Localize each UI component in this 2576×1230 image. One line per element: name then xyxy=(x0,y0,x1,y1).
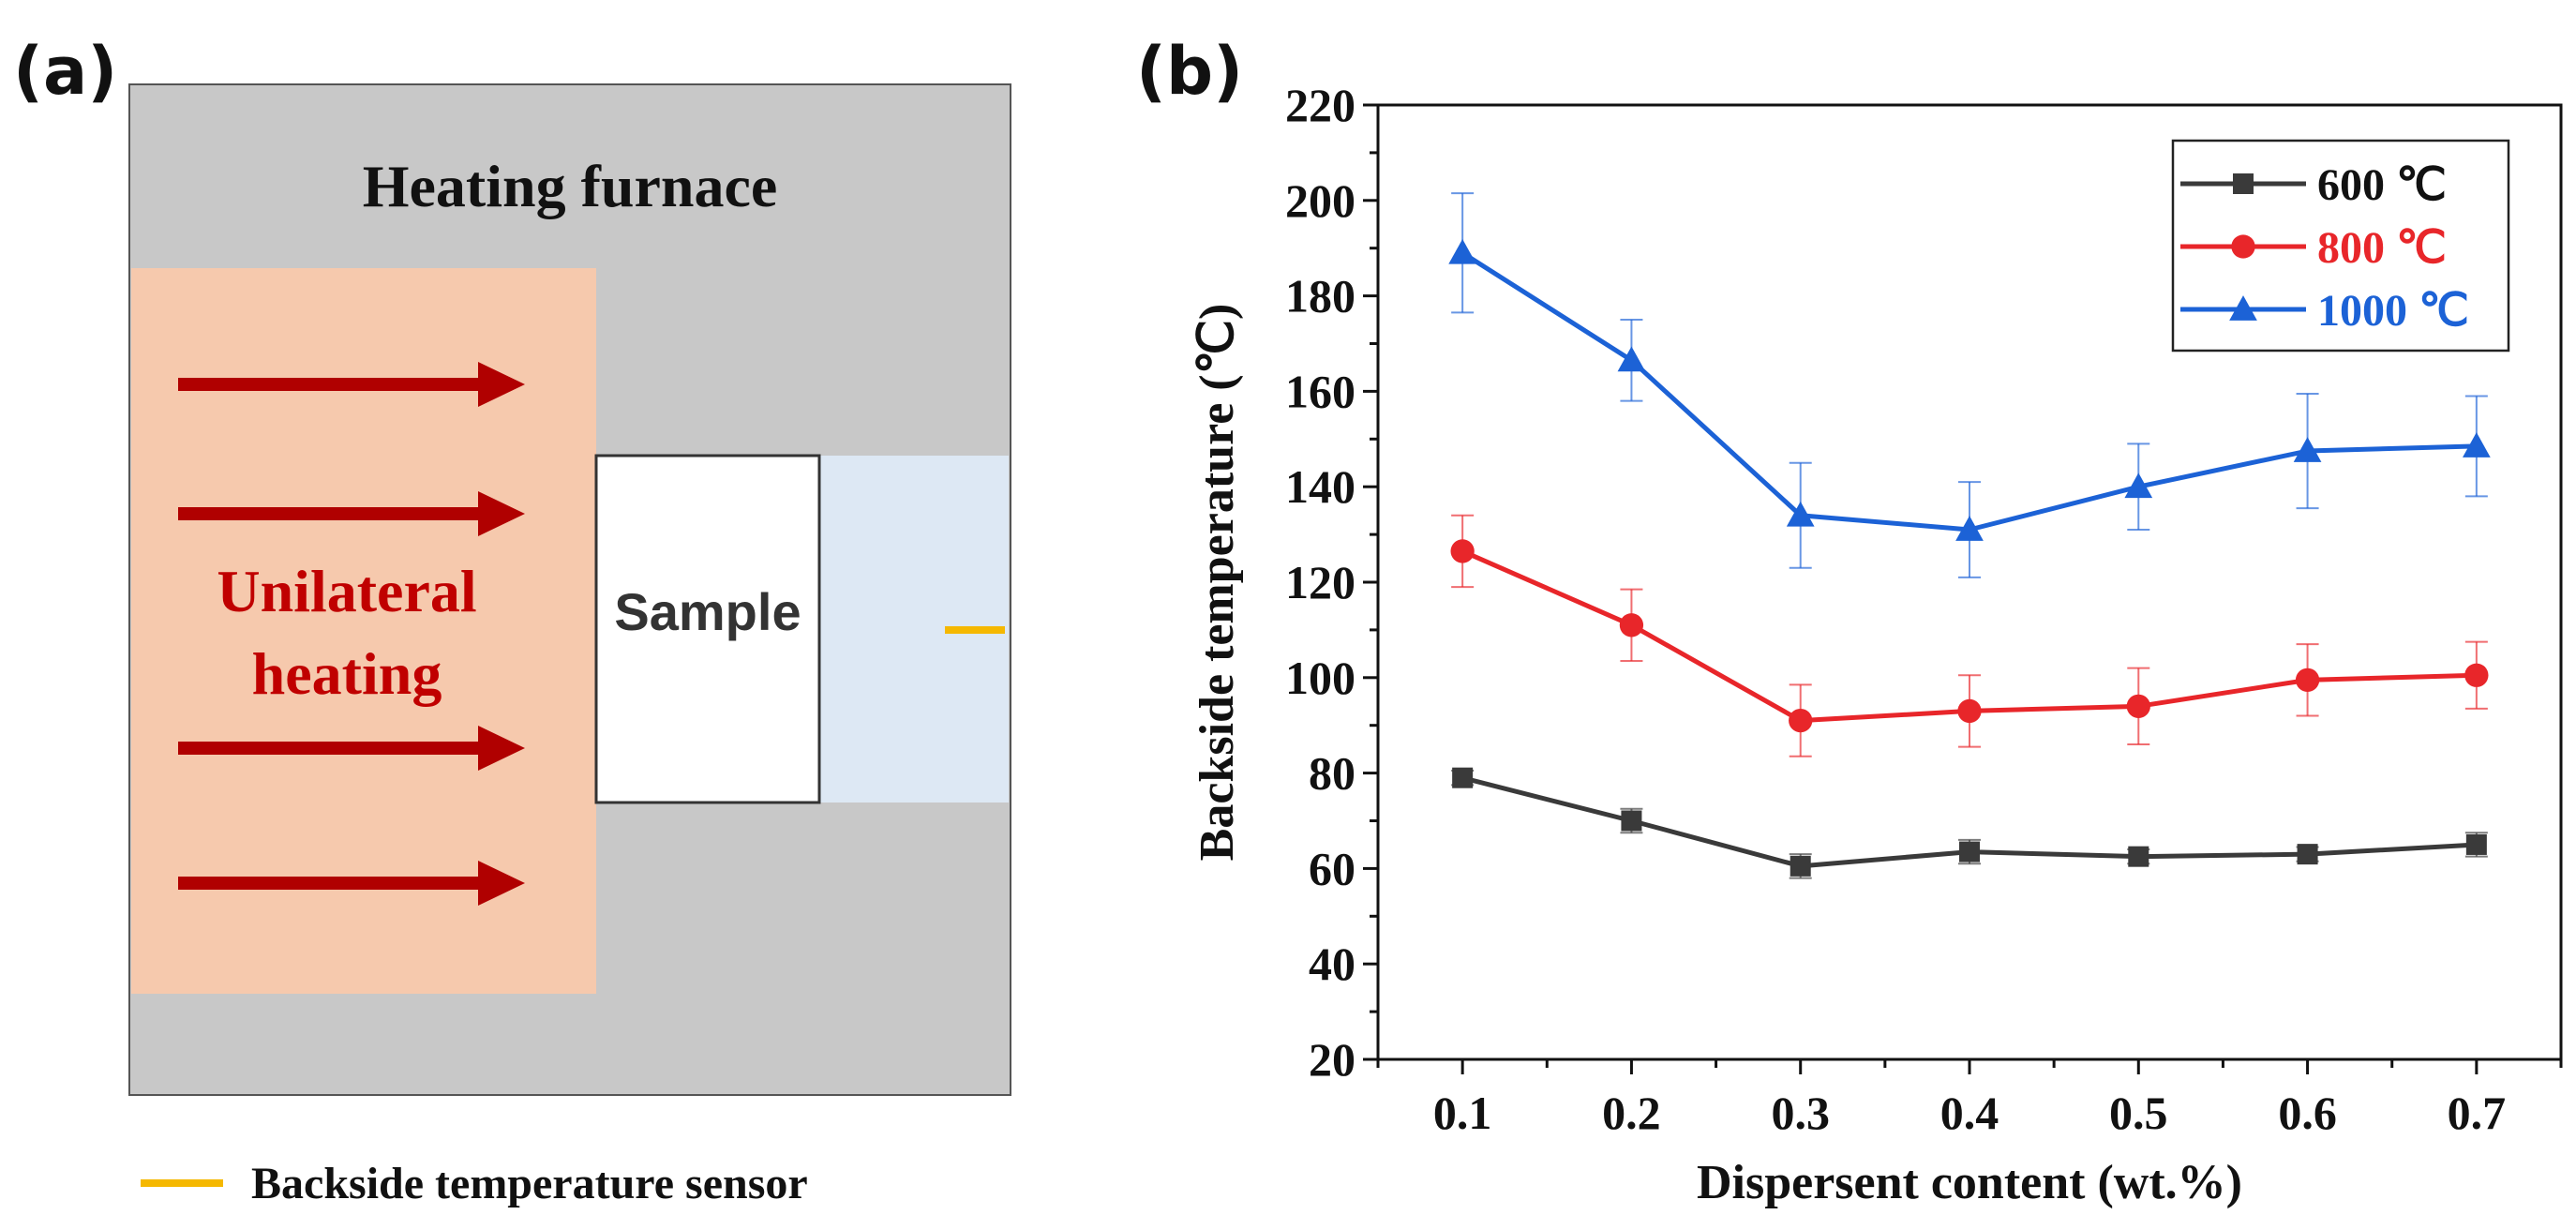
y-axis-title: Backside temperature (℃) xyxy=(1191,304,1244,862)
series-triangle xyxy=(1448,192,2491,578)
legend-item: 800 ℃ xyxy=(2180,223,2447,273)
series-circle xyxy=(1450,514,2489,758)
x-tick-label: 0.4 xyxy=(1940,1087,1999,1139)
legend: 600 ℃ 800 ℃ 1000 ℃ xyxy=(2171,139,2510,352)
data-point xyxy=(2463,432,2491,458)
series-square xyxy=(1451,767,2488,879)
sensor-legend-label: Backside temperature sensor xyxy=(251,1159,808,1208)
heating-arrow xyxy=(178,861,525,906)
panel-a: (a) Heating furnace Unilateral heati xyxy=(13,33,1011,1208)
y-tick-label: 40 xyxy=(1309,938,1355,990)
heating-label-line1: Unilateral xyxy=(217,558,476,624)
heating-arrows xyxy=(178,362,525,906)
data-point xyxy=(1448,238,1476,264)
data-point xyxy=(1789,708,1813,733)
data-point xyxy=(2128,846,2149,867)
x-tick-label: 0.5 xyxy=(2109,1087,2168,1139)
y-tick-label: 80 xyxy=(1309,747,1355,800)
y-tick-label: 100 xyxy=(1285,652,1355,704)
data-point xyxy=(1790,855,1811,877)
data-point xyxy=(2465,833,2487,855)
data-point xyxy=(2124,472,2153,499)
data-point xyxy=(2295,668,2320,692)
data-point xyxy=(1959,841,1980,862)
data-point xyxy=(1786,501,1815,527)
data-point xyxy=(1621,810,1642,832)
sample-block xyxy=(594,454,821,804)
data-point xyxy=(1619,613,1644,638)
x-tick-label: 0.6 xyxy=(2278,1087,2337,1139)
y-tick-label: 140 xyxy=(1285,460,1355,513)
data-point xyxy=(2293,437,2322,462)
sample-label: Sample xyxy=(614,582,801,641)
legend-marker xyxy=(2233,173,2254,194)
legend-label: 1000 ℃ xyxy=(2317,286,2469,336)
heating-arrow xyxy=(178,491,525,536)
heating-arrow xyxy=(178,726,525,771)
data-series xyxy=(1448,192,2491,879)
y-tick-label: 120 xyxy=(1285,556,1355,608)
heating-label-line2: heating xyxy=(252,640,442,707)
x-axis-ticks: 0.1 0.2 0.3 0.4 0.5 0.6 0.7 xyxy=(1376,1059,2563,1139)
x-axis-title: Dispersent content (wt.%) xyxy=(1697,1156,2242,1209)
legend-items: 600 ℃ 800 ℃ 1000 ℃ xyxy=(2180,160,2469,336)
legend-label: 600 ℃ xyxy=(2317,160,2447,210)
legend-item: 600 ℃ xyxy=(2180,160,2447,210)
legend-marker xyxy=(2231,234,2255,259)
data-point xyxy=(2464,663,2489,687)
panel-a-label: (a) xyxy=(13,33,117,110)
y-tick-label: 160 xyxy=(1285,365,1355,417)
y-tick-label: 180 xyxy=(1285,270,1355,322)
legend-marker xyxy=(2229,295,2257,321)
heating-arrow xyxy=(178,362,525,407)
furnace-title: Heating furnace xyxy=(363,153,778,219)
data-point xyxy=(1955,516,1984,541)
panel-b: (b) 20 40 60 80 100 120 140 160 180 200 220 0.1 0.2… xyxy=(1136,33,2563,1209)
x-tick-label: 0.3 xyxy=(1771,1087,1830,1139)
y-tick-label: 60 xyxy=(1309,842,1355,894)
y-axis-ticks: 20 40 60 80 100 120 140 160 180 200 220 xyxy=(1285,79,1378,1086)
data-point xyxy=(1617,346,1646,372)
data-point xyxy=(1450,539,1475,563)
x-tick-label: 0.1 xyxy=(1433,1087,1492,1139)
data-point xyxy=(2297,844,2318,865)
y-tick-label: 20 xyxy=(1309,1033,1355,1086)
x-tick-label: 0.2 xyxy=(1602,1087,1661,1139)
legend-item: 1000 ℃ xyxy=(2180,286,2469,336)
legend-label: 800 ℃ xyxy=(2317,223,2447,273)
data-point xyxy=(2126,694,2150,718)
y-tick-label: 200 xyxy=(1285,174,1355,227)
y-tick-label: 220 xyxy=(1285,79,1355,131)
x-tick-label: 0.7 xyxy=(2448,1087,2507,1139)
data-point xyxy=(1957,698,1982,724)
data-point xyxy=(1452,767,1474,788)
panel-b-label: (b) xyxy=(1136,33,1243,110)
